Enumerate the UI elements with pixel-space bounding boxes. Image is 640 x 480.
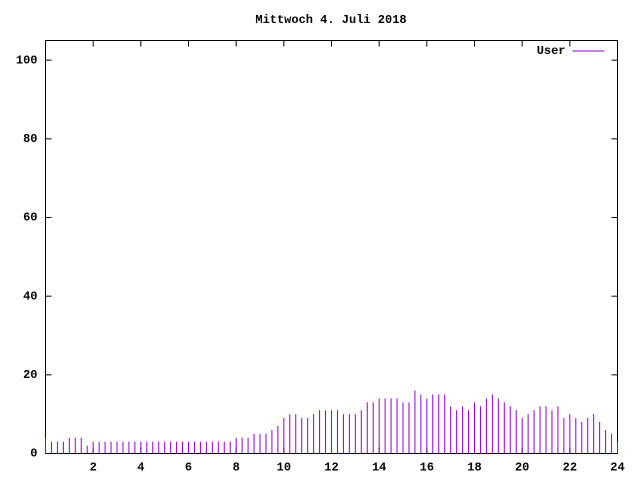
y-tick-label: 20 — [23, 368, 37, 382]
x-tick-label: 6 — [185, 461, 192, 475]
y-tick-label: 80 — [23, 132, 37, 146]
legend-label: User — [537, 44, 566, 58]
x-tick-label: 8 — [233, 461, 240, 475]
x-tick-label: 14 — [372, 461, 386, 475]
y-tick-label: 60 — [23, 211, 37, 225]
x-tick-label: 18 — [467, 461, 481, 475]
y-tick-label: 100 — [16, 53, 38, 67]
x-tick-label: 4 — [137, 461, 144, 475]
x-tick-label: 22 — [563, 461, 577, 475]
x-tick-label: 24 — [610, 461, 624, 475]
x-tick-label: 20 — [515, 461, 529, 475]
x-tick-label: 12 — [324, 461, 338, 475]
chart-title: Mittwoch 4. Juli 2018 — [255, 13, 406, 27]
y-tick-label: 0 — [30, 447, 37, 461]
x-tick-label: 10 — [277, 461, 291, 475]
y-tick-label: 40 — [23, 289, 37, 303]
x-tick-label: 16 — [420, 461, 434, 475]
x-tick-label: 2 — [90, 461, 97, 475]
